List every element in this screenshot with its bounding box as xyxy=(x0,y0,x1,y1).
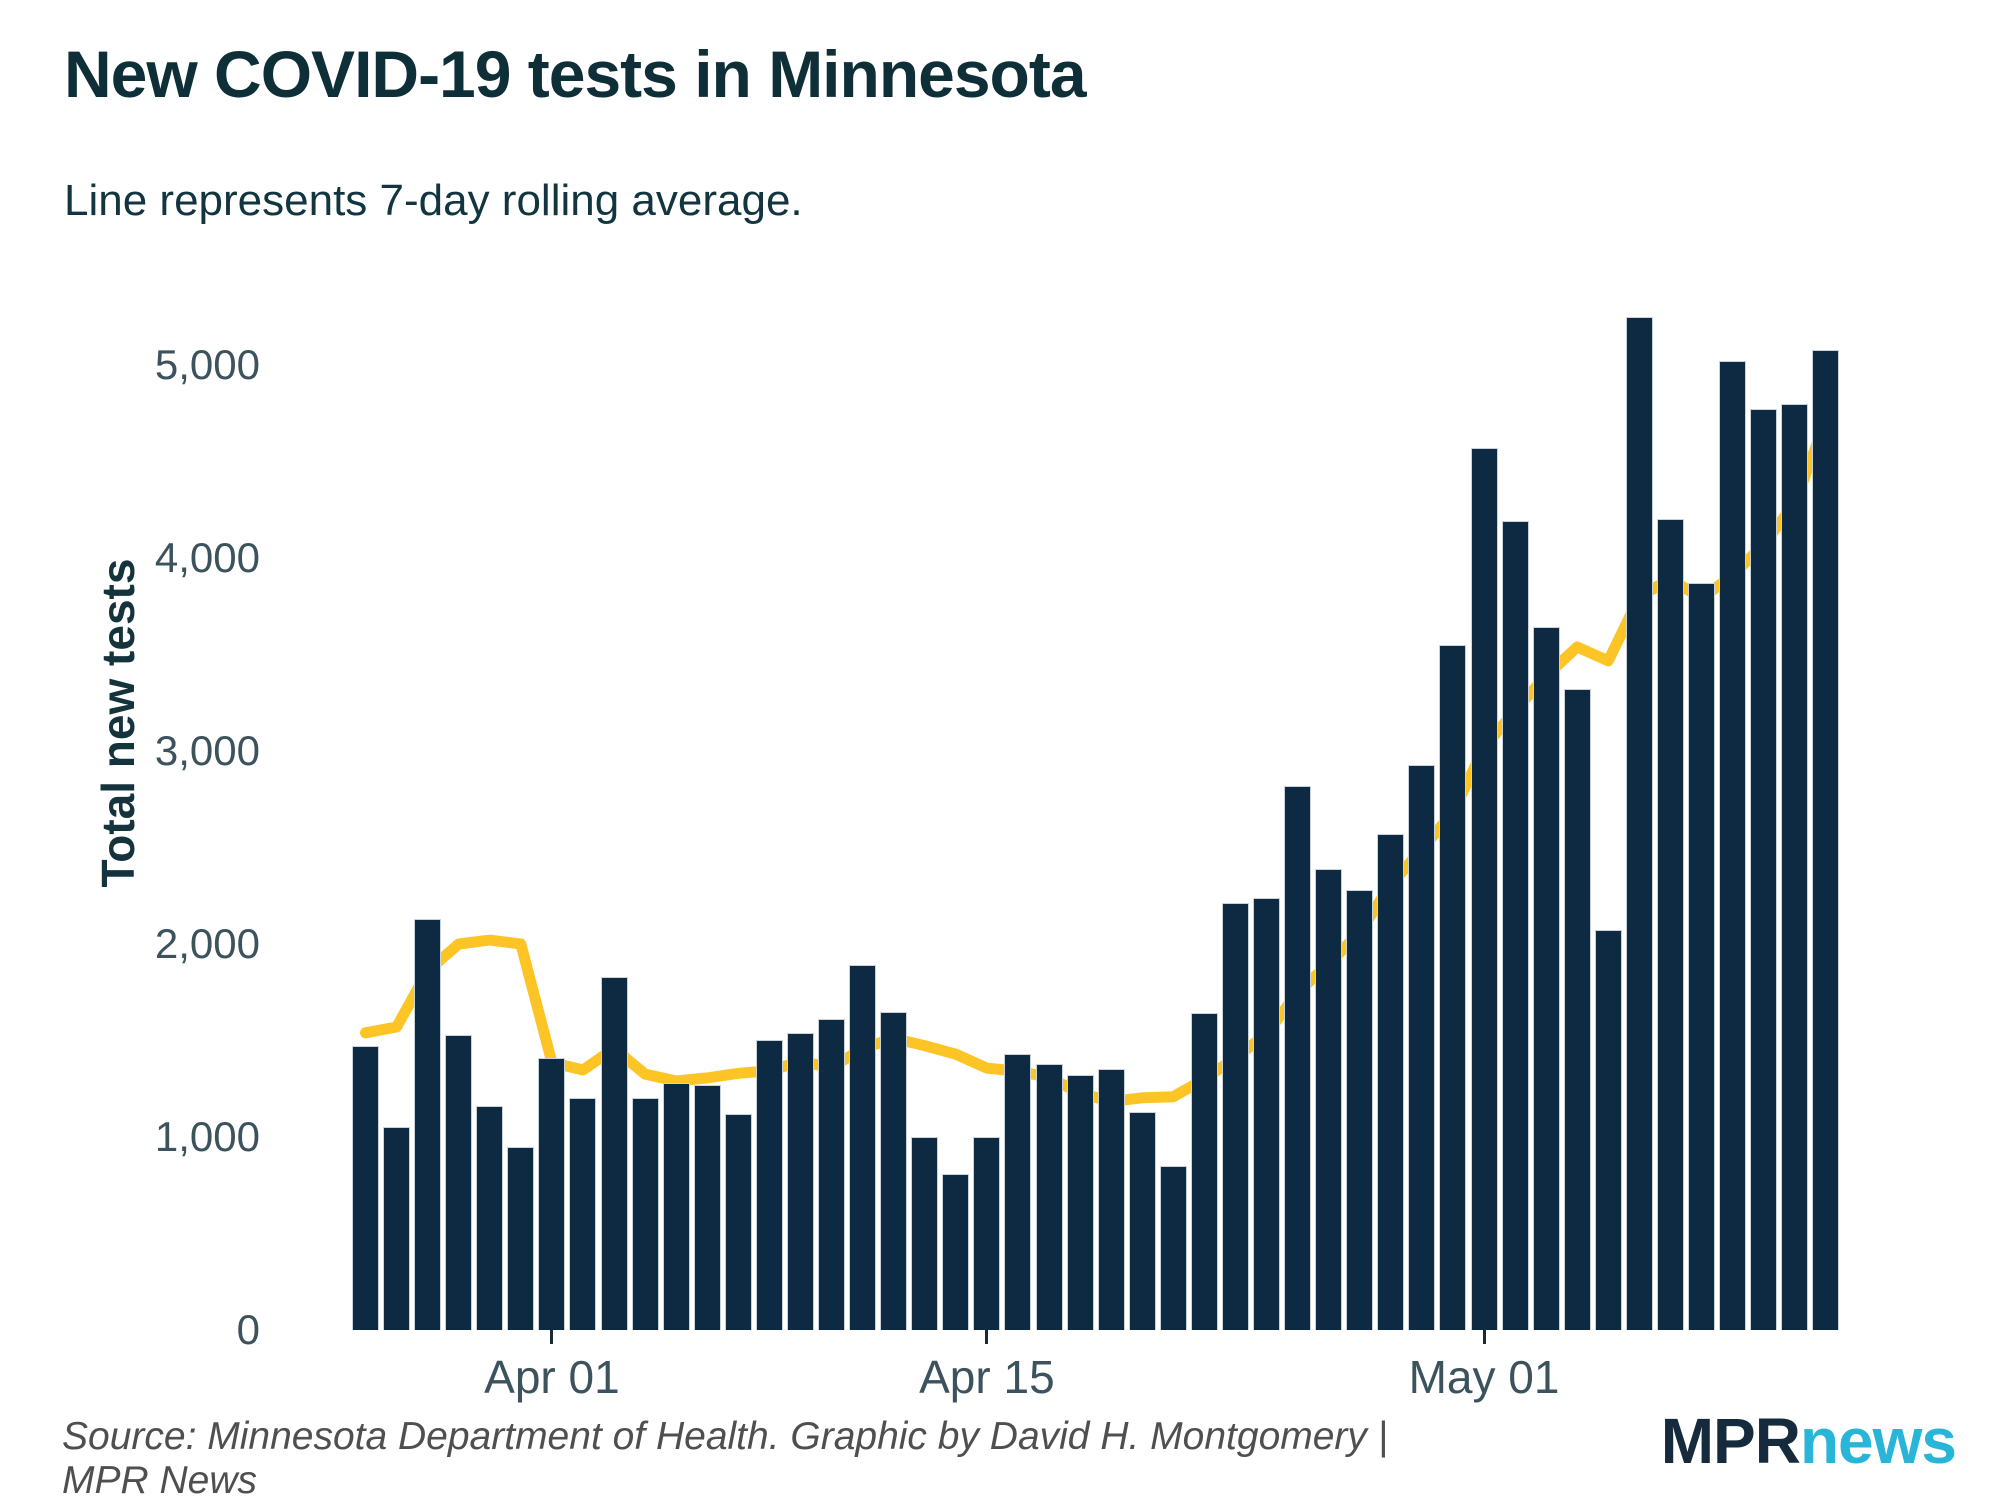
bar-Mar 31 xyxy=(507,1147,535,1330)
bar-May 02 xyxy=(1501,521,1529,1330)
logo-news-text: news xyxy=(1799,1405,1957,1477)
bar-Apr 05 xyxy=(662,1083,690,1330)
bar-Apr 23 xyxy=(1221,903,1249,1330)
bar-Apr 21 xyxy=(1159,1166,1187,1330)
bar-Apr 08 xyxy=(755,1040,783,1330)
bar-May 03 xyxy=(1532,627,1560,1330)
x-axis-tick-May 01 xyxy=(1482,1330,1486,1344)
chart-subtitle: Line represents 7-day rolling average. xyxy=(64,176,803,225)
source-credit: Source: Minnesota Department of Health. … xyxy=(62,1415,1388,1502)
bar-Apr 18 xyxy=(1066,1075,1094,1330)
bar-Mar 28 xyxy=(414,919,442,1330)
bar-May 12 xyxy=(1812,350,1840,1330)
y-axis-tick-labels: 0 1,000 2,000 3,000 4,000 5,000 xyxy=(60,0,260,1500)
bar-Apr 27 xyxy=(1346,890,1374,1330)
x-axis-tick-Apr 15 xyxy=(985,1330,989,1344)
bar-Apr 01 xyxy=(538,1058,566,1330)
x-axis-label-Apr 01: Apr 01 xyxy=(484,1351,620,1403)
mpr-news-logo: MPRnews xyxy=(1660,1404,1957,1478)
bar-Apr 13 xyxy=(911,1137,939,1330)
bar-Apr 11 xyxy=(849,965,877,1330)
bar-Mar 30 xyxy=(476,1106,504,1330)
bar-Apr 28 xyxy=(1377,834,1405,1330)
y-axis-label-3,000: 3,000 xyxy=(154,727,260,774)
bar-May 01 xyxy=(1470,448,1498,1330)
bar-Apr 19 xyxy=(1097,1069,1125,1330)
bar-Apr 25 xyxy=(1284,786,1312,1330)
y-axis-label-1,000: 1,000 xyxy=(154,1113,260,1160)
bar-Apr 02 xyxy=(569,1098,597,1330)
bar-Apr 15 xyxy=(973,1137,1001,1330)
bar-May 11 xyxy=(1781,404,1809,1330)
bar-May 04 xyxy=(1563,689,1591,1330)
x-axis-tick-Apr 01 xyxy=(550,1330,554,1344)
bar-Apr 29 xyxy=(1408,765,1436,1330)
bar-Apr 07 xyxy=(724,1114,752,1330)
bar-Mar 29 xyxy=(445,1035,473,1330)
bar-Apr 17 xyxy=(1035,1064,1063,1330)
y-axis-label-4,000: 4,000 xyxy=(154,534,260,581)
bar-Apr 04 xyxy=(631,1098,659,1330)
bar-May 05 xyxy=(1594,930,1622,1330)
x-axis-label-Apr 15: Apr 15 xyxy=(919,1351,1055,1403)
bar-May 10 xyxy=(1750,409,1778,1330)
bar-Mar 26 xyxy=(352,1046,379,1330)
bar-Apr 22 xyxy=(1190,1013,1218,1330)
bar-Apr 12 xyxy=(880,1012,908,1330)
bar-Apr 26 xyxy=(1315,869,1343,1330)
x-axis-label-May 01: May 01 xyxy=(1408,1351,1560,1403)
bar-May 09 xyxy=(1719,361,1747,1330)
page-title: New COVID-19 tests in Minnesota xyxy=(64,37,1087,111)
bar-May 06 xyxy=(1625,317,1653,1330)
bar-Apr 06 xyxy=(693,1085,721,1330)
bar-chart-plot-area: Apr 01 Apr 15 May 01 xyxy=(338,310,1858,1403)
bar-Apr 10 xyxy=(818,1019,846,1330)
bar-Apr 30 xyxy=(1439,645,1467,1330)
bar-Apr 24 xyxy=(1253,898,1281,1330)
logo-mpr-text: MPR xyxy=(1660,1405,1801,1477)
bar-Apr 16 xyxy=(1004,1054,1032,1330)
bar-Apr 03 xyxy=(600,977,628,1330)
bar-Apr 09 xyxy=(786,1033,814,1330)
bar-Mar 27 xyxy=(383,1127,411,1330)
bar-Apr 20 xyxy=(1128,1112,1156,1330)
bar-May 08 xyxy=(1688,583,1715,1330)
bar-Apr 14 xyxy=(942,1174,970,1330)
bar-May 07 xyxy=(1656,519,1684,1330)
y-axis-label-0: 0 xyxy=(236,1306,260,1353)
y-axis-label-5,000: 5,000 xyxy=(154,341,260,388)
y-axis-label-2,000: 2,000 xyxy=(154,920,260,967)
